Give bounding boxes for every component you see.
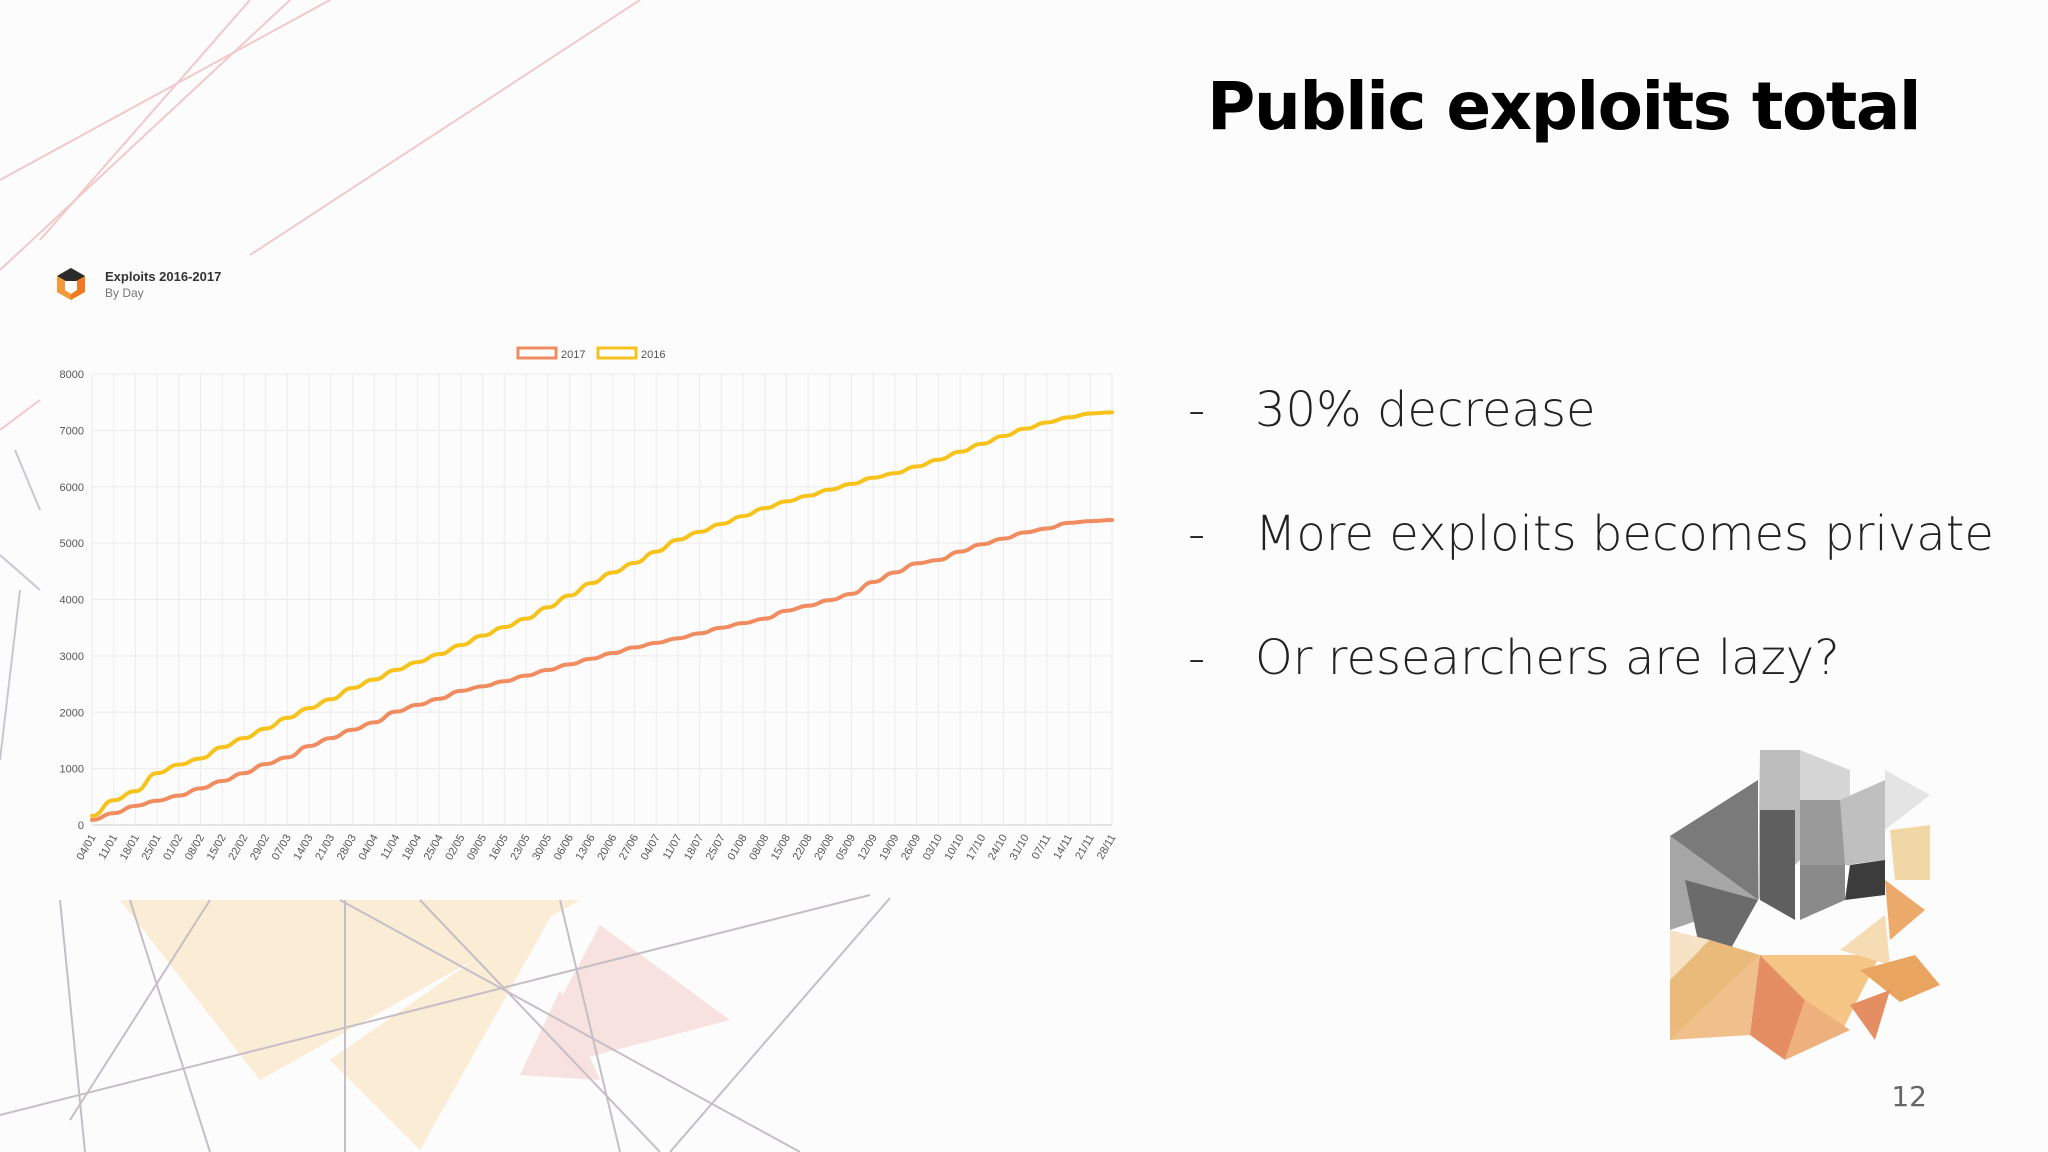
x-tick-label: 19/09 [877,833,901,861]
x-tick-label: 11/07 [661,833,685,861]
x-tick-label: 16/05 [487,833,511,861]
y-tick-label: 4000 [60,595,84,607]
chart-title: Exploits 2016-2017 [105,269,222,284]
bullet-dash: - [1188,630,1206,686]
x-tick-label: 01/02 [161,833,185,861]
bullet-dash: - [1188,506,1206,562]
x-axis-ticks: 04/0111/0118/0125/0101/0208/0215/0222/02… [74,833,1118,861]
x-tick-label: 01/08 [726,833,750,861]
x-tick-label: 25/01 [140,833,164,861]
x-tick-label: 28/11 [1095,833,1119,861]
slide-title: Public exploits total [1206,68,1922,145]
x-tick-label: 07/11 [1030,833,1054,861]
legend-swatch-2016 [596,346,638,360]
x-tick-label: 20/06 [595,833,619,861]
x-tick-label: 09/05 [465,833,489,861]
cube-logo-icon [57,268,85,300]
bullet-item: - More exploits becomes private [1188,504,1994,628]
x-tick-label: 18/01 [118,833,142,861]
y-tick-label: 6000 [60,482,84,494]
bullet-text: 30% decrease [1255,382,1596,438]
bullet-list: - 30% decrease - More exploits becomes p… [1188,380,1994,752]
bullet-item: - Or researchers are lazy? [1188,628,1994,752]
y-tick-label: 2000 [60,707,84,719]
x-tick-label: 24/10 [986,833,1010,861]
x-tick-label: 30/05 [530,833,554,861]
y-tick-label: 1000 [60,764,84,776]
y-axis-ticks: 0 1000 2000 3000 4000 5000 6000 7000 8000 [60,369,84,832]
x-tick-label: 08/08 [747,833,771,861]
x-tick-label: 25/04 [422,833,446,861]
x-tick-label: 31/10 [1008,833,1032,861]
legend-label-2016: 2016 [641,349,665,361]
x-tick-label: 15/08 [769,833,793,861]
x-tick-label: 07/03 [270,833,294,861]
chart-subtitle: By Day [105,286,144,300]
x-tick-label: 27/06 [617,833,641,861]
x-tick-label: 23/05 [508,833,532,861]
x-tick-label: 22/08 [791,833,815,861]
x-tick-label: 21/03 [313,833,337,861]
x-tick-label: 28/03 [335,833,359,861]
legend-item-2016[interactable]: 2016 [596,346,665,361]
x-tick-label: 18/04 [400,833,424,861]
y-tick-label: 0 [78,820,84,832]
x-tick-label: 04/07 [639,833,663,861]
x-tick-label: 17/10 [964,833,988,861]
x-tick-label: 08/02 [183,833,207,861]
x-tick-label: 03/10 [921,833,945,861]
x-tick-label: 10/10 [943,833,967,861]
x-tick-label: 15/02 [205,833,229,861]
legend-item-2017[interactable]: 2017 [516,346,585,361]
bullet-item: - 30% decrease [1188,380,1994,504]
bullet-dash: - [1188,382,1206,438]
page-number: 12 [1891,1080,1927,1113]
x-tick-label: 05/09 [834,833,858,861]
x-tick-label: 02/05 [443,833,467,861]
x-tick-label: 14/03 [291,833,315,861]
bullet-text: Or researchers are lazy? [1255,630,1840,686]
x-tick-label: 22/02 [226,833,250,861]
x-tick-label: 11/04 [379,833,403,861]
chart-legend[interactable]: 2017 2016 [516,346,665,361]
x-tick-label: 11/01 [97,833,121,861]
x-tick-label: 29/02 [248,833,272,861]
x-tick-label: 25/07 [704,833,728,861]
x-tick-label: 18/07 [682,833,706,861]
legend-label-2017: 2017 [561,349,585,361]
y-tick-label: 7000 [60,425,84,437]
y-tick-label: 8000 [60,369,84,381]
chart-grid [91,373,1113,826]
x-tick-label: 14/11 [1051,833,1075,861]
series-line-2017 [90,518,1114,822]
chart-series [90,410,1114,822]
y-tick-label: 3000 [60,651,84,663]
x-tick-label: 13/06 [574,833,598,861]
bullet-text: More exploits becomes private [1255,506,1994,562]
x-tick-label: 29/08 [812,833,836,861]
x-tick-label: 26/09 [899,833,923,861]
y-tick-label: 5000 [60,538,84,550]
x-tick-label: 04/01 [74,833,98,861]
x-tick-label: 21/11 [1073,833,1097,861]
series-line-2016 [90,410,1114,818]
x-tick-label: 04/04 [357,833,381,861]
legend-swatch-2017 [516,346,558,360]
polygon-cube-logo-icon [1670,750,1940,1060]
x-tick-label: 12/09 [856,833,880,861]
x-tick-label: 06/06 [552,833,576,861]
